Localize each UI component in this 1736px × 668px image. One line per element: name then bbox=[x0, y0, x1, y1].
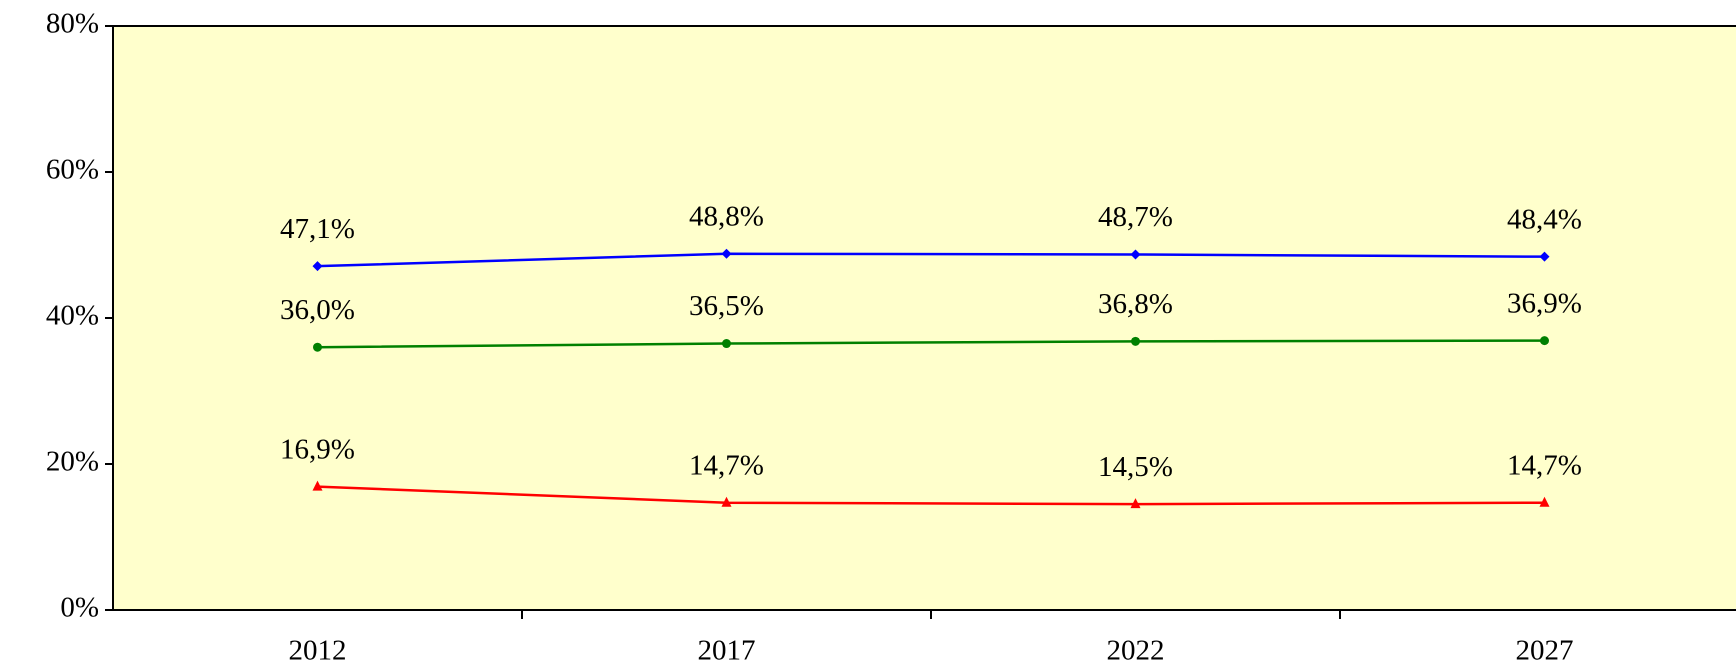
y-tick-label: 60% bbox=[46, 154, 99, 186]
x-tick-label: 2012 bbox=[289, 635, 347, 667]
data-label: 36,8% bbox=[1098, 288, 1173, 320]
marker bbox=[1539, 251, 1550, 262]
plot-area bbox=[113, 26, 1736, 610]
x-tick-label: 2017 bbox=[698, 635, 756, 667]
marker bbox=[721, 496, 732, 507]
data-label: 14,7% bbox=[1507, 449, 1582, 481]
marker bbox=[1131, 336, 1140, 346]
y-tick-label: 80% bbox=[46, 8, 99, 40]
data-label: 36,5% bbox=[689, 290, 764, 322]
series-line bbox=[317, 252, 1545, 268]
marker bbox=[312, 261, 323, 272]
data-label: 48,4% bbox=[1507, 203, 1582, 235]
data-label: 14,7% bbox=[689, 449, 764, 481]
data-label: 36,0% bbox=[280, 294, 355, 326]
data-label: 36,9% bbox=[1507, 287, 1582, 319]
marker bbox=[1540, 336, 1549, 346]
series-line bbox=[317, 485, 1545, 506]
x-tick-label: 2022 bbox=[1107, 635, 1165, 667]
data-label: 47,1% bbox=[280, 213, 355, 245]
marker bbox=[1130, 249, 1141, 260]
data-label: 16,9% bbox=[280, 433, 355, 465]
data-label: 48,7% bbox=[1098, 201, 1173, 233]
x-tick-label: 2027 bbox=[1516, 635, 1574, 667]
series-line bbox=[317, 339, 1545, 349]
marker bbox=[313, 342, 322, 352]
marker bbox=[1130, 498, 1141, 509]
marker bbox=[1539, 496, 1550, 507]
y-tick-label: 0% bbox=[60, 592, 99, 624]
marker bbox=[722, 339, 731, 349]
data-label: 14,5% bbox=[1098, 451, 1173, 483]
data-label: 48,8% bbox=[689, 200, 764, 232]
y-tick-label: 20% bbox=[46, 446, 99, 478]
marker bbox=[312, 480, 323, 491]
marker bbox=[721, 248, 732, 259]
y-tick-label: 40% bbox=[46, 300, 99, 332]
